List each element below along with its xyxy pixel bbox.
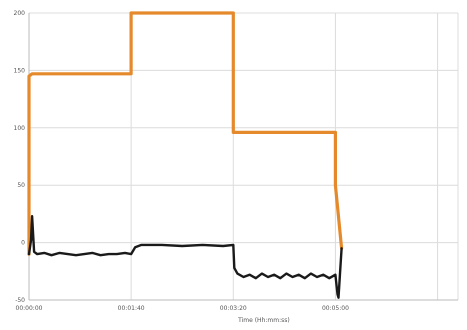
y-tick-label: 50: [17, 182, 25, 189]
y-tick-label: 0: [21, 240, 25, 247]
y-axis-tick-labels: 200 150 100 50 0 -50: [14, 10, 26, 304]
x-tick-label: 00:03:20: [220, 305, 247, 312]
series-line-2: [27, 214, 343, 299]
x-tick-label: 00:01:40: [118, 305, 145, 312]
x-axis-title: Time (Hh:mm:ss): [237, 317, 290, 324]
series-line-1: [27, 11, 344, 256]
y-tick-label: 100: [14, 125, 26, 132]
x-axis-tick-labels: 00:00:00 00:01:40 00:03:20 00:05:00: [16, 305, 350, 312]
x-tick-label: 00:00:00: [16, 305, 43, 312]
x-tick-label: 00:05:00: [322, 305, 349, 312]
y-tick-label: 150: [14, 67, 26, 74]
y-tick-label: 200: [14, 10, 26, 17]
series-lines: [27, 11, 344, 299]
y-tick-label: -50: [15, 297, 25, 304]
